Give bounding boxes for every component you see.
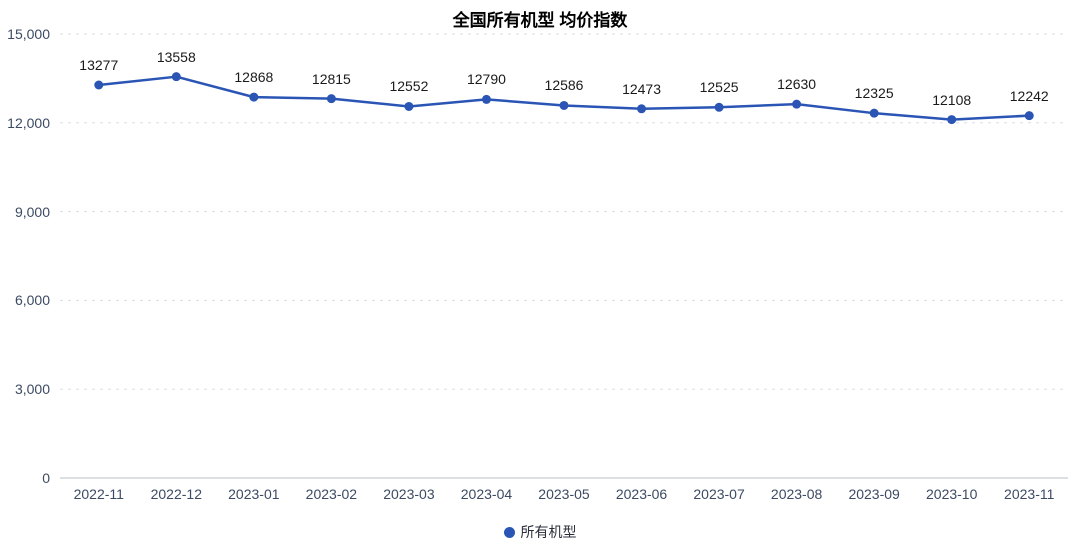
data-point-marker[interactable] (94, 81, 103, 90)
data-point-marker[interactable] (637, 104, 646, 113)
data-point-marker[interactable] (947, 115, 956, 124)
legend-label: 所有机型 (521, 522, 577, 542)
data-point-marker[interactable] (1025, 111, 1034, 120)
data-point-marker[interactable] (249, 93, 258, 102)
data-point-marker[interactable] (482, 95, 491, 104)
data-point-marker[interactable] (560, 101, 569, 110)
data-point-marker[interactable] (715, 103, 724, 112)
data-point-marker[interactable] (327, 94, 336, 103)
data-point-marker[interactable] (172, 72, 181, 81)
series-line (99, 77, 1029, 120)
price-index-line-chart: 全国所有机型 均价指数 03,0006,0009,00012,00015,000… (0, 0, 1080, 546)
legend: 所有机型 (0, 522, 1080, 542)
data-point-marker[interactable] (870, 109, 879, 118)
data-point-marker[interactable] (792, 100, 801, 109)
legend-marker-icon (504, 527, 515, 538)
plot-area (0, 0, 1080, 546)
data-point-marker[interactable] (404, 102, 413, 111)
